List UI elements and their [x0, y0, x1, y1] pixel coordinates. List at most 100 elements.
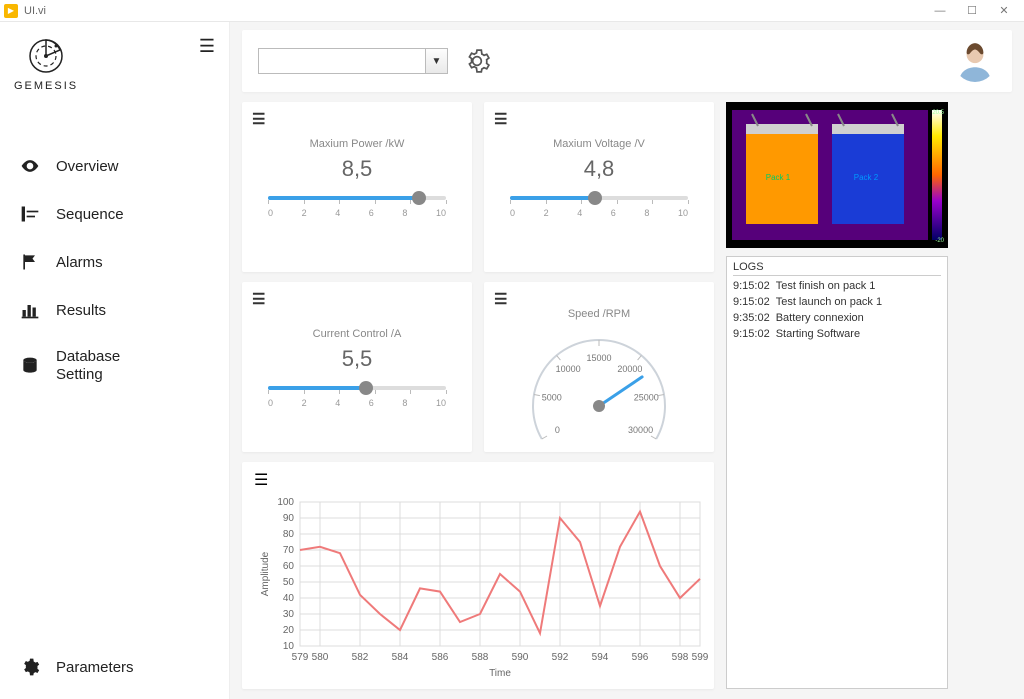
log-message: Starting Software	[776, 328, 860, 340]
brand-name: GEMESIS	[14, 80, 78, 92]
gauge-value: 4,8	[496, 156, 702, 182]
svg-text:5000: 5000	[542, 393, 562, 403]
gauge-title: Maxium Power /kW	[254, 138, 460, 150]
log-time: 9:15:02	[733, 328, 770, 340]
svg-text:592: 592	[552, 652, 569, 663]
svg-text:579: 579	[292, 652, 309, 663]
svg-text:20.5: 20.5	[932, 110, 944, 116]
svg-text:80: 80	[283, 529, 295, 540]
log-message: Test launch on pack 1	[776, 296, 882, 308]
svg-text:60: 60	[283, 561, 295, 572]
svg-text:590: 590	[512, 652, 529, 663]
gauge-power-panel: ☰ Maxium Power /kW 8,5 0246810	[242, 102, 472, 272]
gauge-title: Current Control /A	[254, 328, 460, 340]
sidebar: GEMESIS ☰ Overview Sequence	[0, 22, 230, 699]
close-button[interactable]: ✕	[988, 1, 1020, 21]
gauge-speed-panel: ☰ Speed /RPM 0 5000 10000 15000 20000 25000 30…	[484, 282, 714, 452]
maximize-button[interactable]: ☐	[956, 1, 988, 21]
titlebar: UI.vi — ☐ ✕	[0, 0, 1024, 22]
svg-text:10: 10	[283, 641, 295, 652]
svg-text:20: 20	[283, 625, 295, 636]
svg-text:15000: 15000	[586, 353, 611, 363]
svg-text:70: 70	[283, 545, 295, 556]
svg-text:40: 40	[283, 593, 295, 604]
cog-icon	[20, 657, 40, 677]
svg-text:Time: Time	[489, 668, 511, 679]
minimize-button[interactable]: —	[924, 1, 956, 21]
svg-text:Pack 1: Pack 1	[766, 173, 791, 182]
panel-menu-icon[interactable]: ☰	[254, 472, 268, 489]
svg-text:599: 599	[692, 652, 709, 663]
svg-text:582: 582	[352, 652, 369, 663]
svg-text:20000: 20000	[617, 364, 642, 374]
svg-text:-20: -20	[935, 238, 944, 244]
sidebar-item-label: Overview	[56, 158, 119, 175]
nav: Overview Sequence Alarms	[0, 142, 229, 398]
sidebar-item-alarms[interactable]: Alarms	[0, 238, 229, 286]
log-time: 9:15:02	[733, 296, 770, 308]
sidebar-hamburger-icon[interactable]: ☰	[199, 36, 215, 57]
svg-text:588: 588	[472, 652, 489, 663]
voltage-slider[interactable]: 0246810	[510, 196, 688, 218]
log-message: Battery connexion	[776, 312, 864, 324]
log-row: 9:35:02 Battery connexion	[733, 310, 941, 326]
svg-text:586: 586	[432, 652, 449, 663]
bar-chart-icon	[20, 300, 40, 320]
flag-icon	[20, 252, 40, 272]
gauge-current-panel: ☰ Current Control /A 5,5 0246810	[242, 282, 472, 452]
sidebar-item-database-setting[interactable]: Database Setting	[0, 334, 229, 398]
panel-menu-icon[interactable]: ☰	[494, 110, 507, 128]
eye-icon	[20, 156, 40, 176]
sidebar-item-sequence[interactable]: Sequence	[0, 190, 229, 238]
amplitude-chart[interactable]: 1020304050607080901005795805825845865885…	[254, 490, 710, 680]
power-slider[interactable]: 0246810	[268, 196, 446, 218]
logs-panel: LOGS 9:15:02Test finish on pack 19:15:02…	[726, 256, 948, 689]
database-icon	[20, 356, 40, 376]
chevron-down-icon[interactable]: ▼	[425, 49, 447, 73]
svg-text:10000: 10000	[556, 364, 581, 374]
panel-menu-icon[interactable]: ☰	[252, 110, 265, 128]
sidebar-item-label: Parameters	[56, 659, 134, 676]
svg-text:580: 580	[312, 652, 329, 663]
sidebar-item-label: Alarms	[56, 254, 103, 271]
svg-text:598: 598	[672, 652, 689, 663]
current-slider[interactable]: 0246810	[268, 386, 446, 408]
panel-menu-icon[interactable]: ☰	[252, 290, 265, 308]
svg-text:Pack 2: Pack 2	[854, 173, 879, 182]
svg-text:30: 30	[283, 609, 295, 620]
sidebar-item-parameters[interactable]: Parameters	[0, 643, 229, 691]
speed-gauge[interactable]: 0 5000 10000 15000 20000 25000 30000	[499, 320, 699, 440]
sidebar-item-label: Results	[56, 302, 106, 319]
sidebar-item-overview[interactable]: Overview	[0, 142, 229, 190]
toolbar-dropdown[interactable]: ▼	[258, 48, 448, 74]
logs-title: LOGS	[733, 261, 941, 273]
brand-logo-icon	[26, 36, 66, 76]
svg-text:30000: 30000	[628, 425, 653, 435]
brand: GEMESIS	[14, 36, 78, 92]
svg-text:100: 100	[277, 497, 294, 508]
gauge-title: Speed /RPM	[496, 308, 702, 320]
amplitude-chart-panel: ☰ 10203040506070809010057958058258458658…	[242, 462, 714, 689]
svg-text:90: 90	[283, 513, 295, 524]
app-icon	[4, 4, 18, 18]
log-list: 9:15:02Test finish on pack 19:15:02Test …	[733, 275, 941, 342]
panel-menu-icon[interactable]: ☰	[494, 290, 507, 308]
svg-text:0: 0	[555, 425, 560, 435]
sidebar-item-label: Sequence	[56, 206, 124, 223]
svg-text:596: 596	[632, 652, 649, 663]
svg-text:25000: 25000	[634, 393, 659, 403]
topbar: ▼	[242, 30, 1012, 92]
gauge-title: Maxium Voltage /V	[496, 138, 702, 150]
gauge-voltage-panel: ☰ Maxium Voltage /V 4,8 0246810	[484, 102, 714, 272]
svg-text:Amplitude: Amplitude	[260, 551, 271, 596]
log-row: 9:15:02 Test launch on pack 1	[733, 294, 941, 310]
sidebar-item-results[interactable]: Results	[0, 286, 229, 334]
window-controls: — ☐ ✕	[924, 1, 1020, 21]
log-time: 9:15:02	[733, 280, 770, 292]
svg-text:50: 50	[283, 577, 295, 588]
settings-gear-icon[interactable]	[464, 48, 490, 74]
sequence-icon	[20, 204, 40, 224]
window-title: UI.vi	[24, 5, 46, 17]
log-time: 9:35:02	[733, 312, 770, 324]
avatar[interactable]	[954, 40, 996, 82]
